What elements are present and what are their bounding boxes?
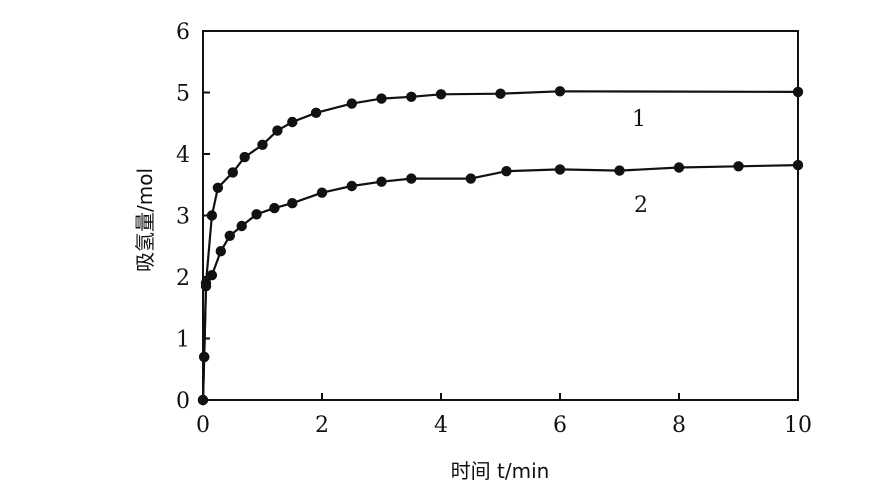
y-tick-label: 5 xyxy=(176,82,190,107)
data-point xyxy=(435,89,447,100)
data-point xyxy=(614,165,625,176)
data-point xyxy=(733,161,744,172)
data-point xyxy=(269,202,280,214)
data-point xyxy=(199,351,210,363)
series-1-label: 1 xyxy=(632,107,646,132)
data-point xyxy=(197,394,209,406)
series-line xyxy=(201,90,799,401)
data-point xyxy=(406,91,417,103)
data-point xyxy=(206,210,218,221)
data-point xyxy=(792,159,804,171)
y-tick-label: 3 xyxy=(176,205,190,230)
data-point xyxy=(251,209,262,220)
x-axis-label: 时间 t/min xyxy=(451,459,550,483)
plot-area xyxy=(202,30,799,401)
data-point xyxy=(673,162,685,173)
data-point xyxy=(316,187,328,198)
series-1 xyxy=(197,86,804,406)
data-point xyxy=(200,281,212,292)
data-point xyxy=(287,198,298,209)
data-point xyxy=(376,93,387,104)
y-tick-label: 6 xyxy=(176,20,190,45)
plot-frame xyxy=(202,30,799,401)
data-point xyxy=(346,180,357,192)
data-point xyxy=(227,167,238,178)
data-point xyxy=(501,166,512,177)
x-tick-label: 0 xyxy=(196,413,210,438)
data-point xyxy=(212,182,224,193)
series-2-label: 2 xyxy=(634,193,648,218)
y-axis-label: 吸氢量/mol xyxy=(133,168,157,272)
data-point xyxy=(206,270,218,281)
x-tick-label: 2 xyxy=(315,413,329,438)
y-tick-label: 2 xyxy=(176,266,190,291)
data-point xyxy=(257,139,268,150)
x-tick-label: 4 xyxy=(434,413,448,438)
data-point xyxy=(236,220,247,232)
data-point xyxy=(792,86,804,98)
x-tick-label: 8 xyxy=(672,413,686,438)
y-tick-label: 0 xyxy=(176,389,190,414)
data-point xyxy=(554,164,566,175)
data-point xyxy=(287,116,298,128)
y-axis-ticks: 0 1 2 3 4 5 6 xyxy=(176,20,210,414)
data-point xyxy=(376,176,387,187)
data-point xyxy=(406,173,417,184)
data-point xyxy=(272,125,283,136)
data-point xyxy=(465,173,476,184)
x-tick-label: 10 xyxy=(784,413,812,438)
data-point xyxy=(239,151,250,163)
x-axis-ticks: 0 2 4 6 8 10 xyxy=(196,393,812,438)
series-layer xyxy=(197,86,804,406)
data-point xyxy=(224,230,235,241)
y-tick-label: 1 xyxy=(176,328,190,353)
series-2 xyxy=(197,159,804,406)
data-point xyxy=(215,246,226,257)
y-tick-label: 4 xyxy=(176,143,190,168)
data-point xyxy=(346,98,357,109)
data-point xyxy=(310,107,322,119)
data-point xyxy=(495,88,506,99)
x-tick-label: 6 xyxy=(553,413,567,438)
data-point xyxy=(554,86,566,97)
